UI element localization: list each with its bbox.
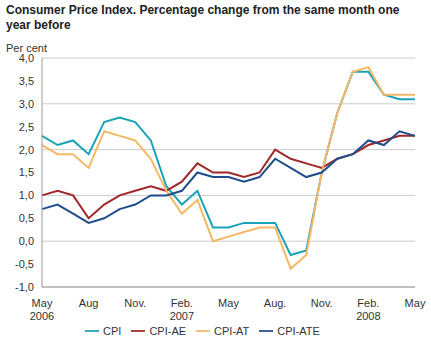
svg-text:2,5: 2,5 — [19, 121, 34, 133]
html-text:CPI-AE: CPI-AE — [149, 325, 187, 337]
svg-text:Feb.2007: Feb.2007 — [170, 297, 194, 322]
html-text:CPI-ATE: CPI-ATE — [277, 325, 320, 337]
svg-text:1,5: 1,5 — [19, 166, 34, 178]
svg-text:Feb.2008: Feb.2008 — [356, 297, 380, 322]
html-text:Per cent: Per cent — [6, 42, 47, 54]
svg-text:Aug.: Aug. — [264, 297, 287, 309]
svg-text:-0,5: -0,5 — [15, 258, 34, 270]
svg-text:0,0: 0,0 — [19, 235, 34, 247]
svg-text:Aug: Aug — [79, 297, 99, 309]
svg-text:0,5: 0,5 — [19, 212, 34, 224]
svg-text:3,5: 3,5 — [19, 75, 34, 87]
svg-text:May: May — [218, 297, 239, 309]
svg-text:4,0: 4,0 — [19, 52, 34, 64]
svg-text:Nov.: Nov. — [311, 297, 333, 309]
svg-text:2,0: 2,0 — [19, 144, 34, 156]
svg-text:May: May — [405, 297, 423, 309]
html-text:CPI-AT: CPI-AT — [214, 325, 250, 337]
svg-text:Nov.: Nov. — [124, 297, 146, 309]
html-text:Consumer Price Index. Percenta: Consumer Price Index. Percentage change … — [6, 3, 400, 32]
svg-text:May2006: May2006 — [30, 297, 54, 322]
svg-text:-1,0: -1,0 — [15, 281, 34, 293]
svg-text:3,0: 3,0 — [19, 98, 34, 110]
html-text:CPI: CPI — [103, 325, 122, 337]
svg-text:1,0: 1,0 — [19, 189, 34, 201]
